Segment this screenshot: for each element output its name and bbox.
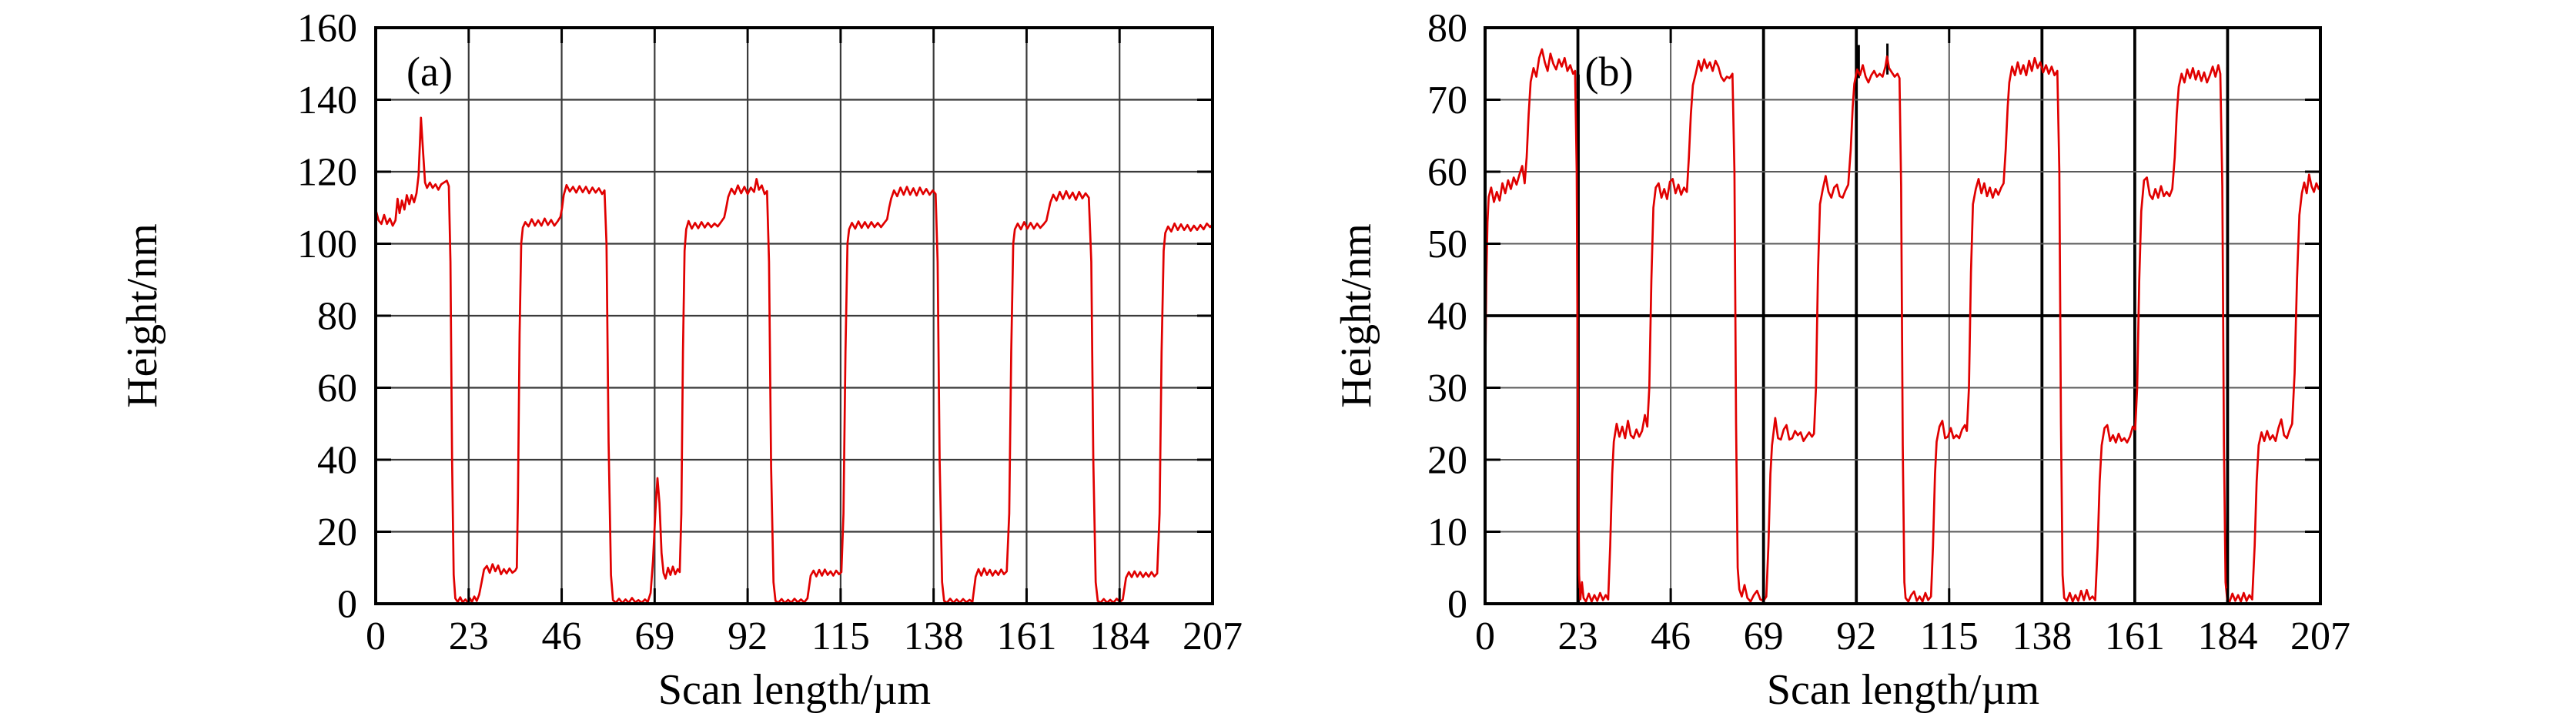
y-axis-title-b: Height/nm: [1333, 223, 1380, 408]
x-tick-label: 69: [634, 615, 674, 658]
x-tick-label: 161: [996, 615, 1056, 658]
x-tick-label: 23: [1558, 615, 1598, 658]
x-tick-label: 184: [2197, 615, 2257, 658]
x-tick-label: 46: [1651, 615, 1691, 658]
chart-panel-a: 0 23 46 69 92 115 138 161 184 207 0 20 40 60 80 100 120 1…: [297, 7, 1243, 658]
y-axis-title-a: Height/nm: [119, 223, 166, 408]
y-tick-label: 70: [1427, 79, 1467, 122]
y-tick-label: 80: [317, 295, 357, 339]
y-tick-label: 0: [337, 583, 357, 627]
y-tick-label: 120: [297, 151, 357, 195]
y-tick-label: 40: [317, 439, 357, 483]
y-tick-label: 80: [1427, 7, 1467, 51]
x-tick-label: 138: [904, 615, 964, 658]
plot-border: [374, 26, 1214, 605]
x-tick-label: 138: [2012, 615, 2072, 658]
panel-label-a: (a): [406, 49, 453, 95]
y-tick-label: 60: [317, 367, 357, 410]
plot-border: [1484, 26, 2322, 605]
chart-panel-b: 0 23 46 69 92 115 138 161 184 207 0 10 20 30 40 50 60 70 8…: [1427, 7, 2350, 658]
y-tick-label: 40: [1427, 295, 1467, 339]
x-tick-label: 69: [1744, 615, 1784, 658]
panel-label-b: (b): [1584, 49, 1634, 95]
y-tick-label: 0: [1447, 583, 1467, 627]
y-tick-label: 50: [1427, 223, 1467, 266]
x-axis-title-a: Scan length/µm: [657, 666, 932, 714]
y-tick-label: 140: [297, 79, 357, 122]
y-tick-label: 100: [297, 223, 357, 266]
x-tick-label: 0: [1475, 615, 1495, 658]
x-tick-label: 46: [542, 615, 582, 658]
y-tick-label: 30: [1427, 367, 1467, 410]
x-tick-label: 23: [449, 615, 489, 658]
x-tick-label: 0: [366, 615, 386, 658]
x-tick-label: 115: [1920, 615, 1979, 658]
x-axis-title-b: Scan length/µm: [1766, 666, 2040, 714]
x-tick-label: 207: [2290, 615, 2350, 658]
y-tick-label: 10: [1427, 511, 1467, 554]
profile-curve-b: [1484, 48, 2322, 603]
x-tick-label: 92: [728, 615, 768, 658]
x-tick-label: 161: [2105, 615, 2165, 658]
profile-curve-a: [374, 116, 1214, 604]
y-tick-label: 20: [1427, 439, 1467, 483]
y-tick-label: 60: [1427, 151, 1467, 195]
y-tick-label: 20: [317, 511, 357, 554]
y-tick-label: 160: [297, 7, 357, 51]
x-tick-label: 207: [1183, 615, 1243, 658]
x-tick-label: 184: [1089, 615, 1149, 658]
x-tick-label: 92: [1836, 615, 1876, 658]
x-tick-label: 115: [811, 615, 870, 658]
